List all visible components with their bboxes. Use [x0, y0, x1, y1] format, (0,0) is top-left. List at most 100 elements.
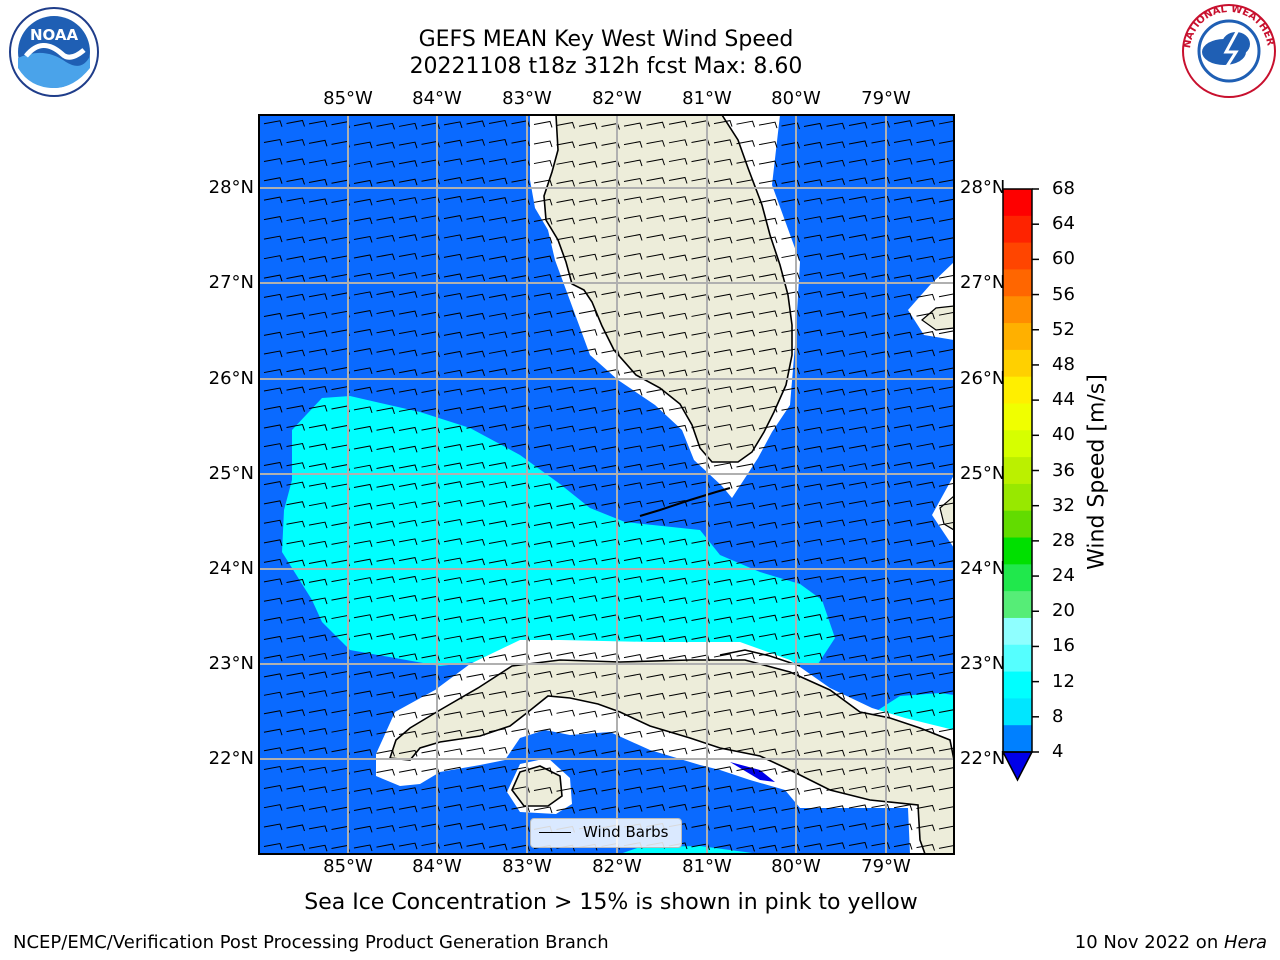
wind-barb — [533, 652, 553, 660]
wind-barb — [826, 310, 845, 318]
wind-barb — [871, 729, 890, 737]
wind-barb — [713, 635, 733, 642]
wind-barb — [623, 537, 643, 545]
wind-barb — [353, 787, 373, 795]
wind-barb — [466, 235, 485, 242]
wind-barb — [623, 576, 643, 583]
wind-barb — [826, 614, 845, 622]
wind-barb — [646, 804, 665, 811]
wind-barb — [308, 404, 328, 412]
wind-barb — [263, 747, 283, 754]
wind-barb — [646, 214, 665, 222]
wind-barb — [533, 671, 553, 678]
wind-barb — [871, 616, 890, 624]
wind-barb — [623, 768, 643, 775]
wind-barb — [263, 710, 283, 717]
wind-barb — [781, 521, 800, 529]
wind-barb — [893, 654, 913, 662]
wind-barb — [443, 215, 463, 222]
wind-barb — [758, 540, 778, 548]
map-title-line2: 20221108 t18z 312h fcst Max: 8.60 — [409, 54, 803, 79]
wind-barb — [443, 616, 463, 623]
wind-barb — [736, 274, 755, 282]
wind-barb — [286, 481, 305, 489]
wind-barb — [938, 728, 954, 733]
wind-barb — [668, 597, 688, 605]
wind-barb — [286, 766, 305, 773]
wind-barb — [713, 481, 733, 489]
wind-barb — [826, 234, 845, 241]
wind-barb — [938, 198, 954, 203]
wind-barb — [713, 178, 733, 185]
wind-barb — [871, 673, 890, 681]
wind-barb — [353, 768, 373, 776]
wind-barb — [916, 119, 935, 127]
wind-barb — [781, 235, 800, 243]
wind-barb — [781, 217, 800, 224]
wind-barb — [308, 540, 328, 548]
wind-barb — [826, 464, 845, 471]
wind-barb — [916, 520, 935, 528]
wind-barb — [353, 425, 373, 433]
wind-barb — [398, 538, 418, 546]
wind-barb — [353, 235, 373, 243]
wind-barb — [556, 198, 575, 206]
wind-barb — [308, 236, 328, 244]
wind-barb — [578, 216, 598, 224]
wind-barb — [893, 747, 913, 754]
wind-barb — [466, 139, 485, 146]
wind-barb — [938, 747, 954, 752]
wind-barb — [263, 196, 283, 204]
wind-barb — [488, 386, 508, 394]
wind-barb — [308, 217, 328, 225]
wind-barb — [893, 255, 913, 262]
colorbar-segment — [1003, 215, 1032, 244]
wind-barb — [533, 348, 553, 355]
wind-barb — [893, 823, 913, 831]
wind-barb — [758, 633, 778, 640]
wind-barb — [848, 500, 868, 507]
wind-barb — [488, 804, 508, 812]
wind-barb — [353, 540, 373, 547]
wind-barb — [353, 179, 373, 187]
wind-barb — [308, 708, 328, 716]
wind-barb — [826, 482, 845, 490]
wind-barb — [398, 787, 418, 794]
wind-barb — [736, 652, 755, 660]
wind-barb — [781, 387, 800, 394]
wind-barb — [286, 804, 305, 812]
wind-barb — [646, 596, 665, 604]
colorbar-segment — [1003, 564, 1032, 592]
wind-barb — [713, 404, 733, 412]
wind-barb — [781, 348, 800, 355]
map-title-line1: GEFS MEAN Key West Wind Speed — [418, 27, 794, 52]
wind-barb — [803, 652, 823, 660]
colorbar-segment — [1003, 376, 1032, 404]
wind-barb — [758, 236, 778, 244]
wind-barb — [848, 407, 868, 415]
footer-date: 10 Nov 2022 on Hera — [1075, 932, 1267, 953]
wind-barb — [556, 768, 575, 776]
wind-barb — [556, 121, 575, 129]
wind-barb — [353, 160, 373, 168]
lon-label-bottom: 83°W — [502, 856, 552, 877]
wind-barb — [668, 369, 688, 377]
wind-barb — [398, 575, 418, 583]
wind-barb — [443, 711, 463, 719]
wind-barb — [646, 350, 665, 358]
wind-barb — [443, 729, 463, 737]
wind-barb — [308, 463, 328, 470]
wind-barb — [263, 804, 283, 811]
wind-barb — [533, 424, 553, 432]
wind-barb — [736, 634, 755, 641]
lat-lon-grid — [259, 115, 954, 854]
wind-barb — [286, 635, 305, 643]
wind-barb — [623, 330, 643, 338]
wind-barb — [286, 462, 305, 469]
wind-barb — [713, 367, 733, 375]
wind-barb — [938, 237, 954, 241]
wind-barb — [443, 557, 463, 565]
wind-barb — [286, 405, 305, 412]
colorbar-segment — [1003, 242, 1032, 270]
wind-barb — [443, 596, 463, 604]
